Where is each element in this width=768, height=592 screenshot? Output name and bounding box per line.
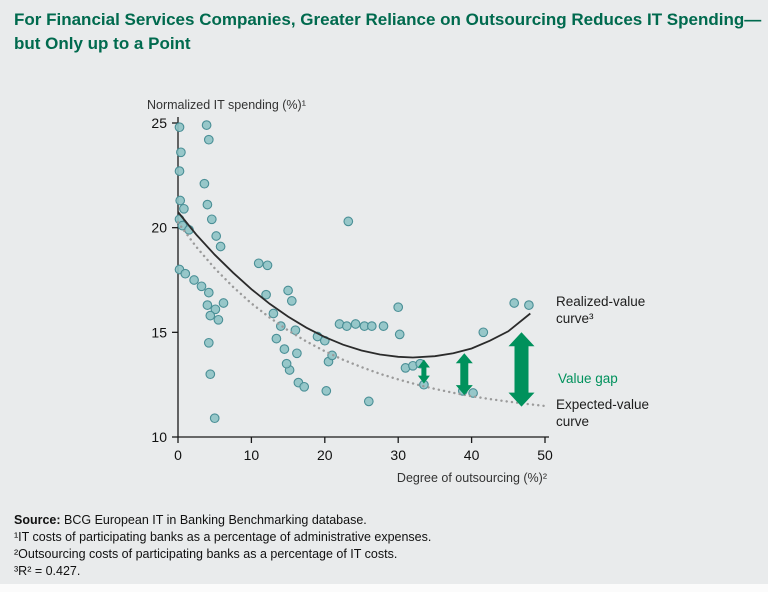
source-label: Source: (14, 513, 61, 527)
scatter-point (268, 308, 279, 319)
scatter-point (281, 358, 292, 369)
scatter-point (202, 199, 213, 210)
scatter-point (211, 231, 222, 241)
value-gap-arrow (417, 359, 430, 384)
scatter-point (206, 214, 217, 225)
y-axis-title: Normalized IT spending (%)¹ (147, 98, 306, 112)
x-tick-label: 30 (390, 447, 406, 463)
footnote-3: ³R² = 0.427. (14, 564, 81, 578)
scatter-point (350, 319, 361, 329)
scatter-point (363, 396, 374, 407)
exhibit-title: For Financial Services Companies, Greate… (14, 10, 762, 53)
realized-value-curve (177, 211, 531, 359)
scatter-point (189, 275, 199, 285)
x-tick-label: 20 (317, 447, 333, 463)
expected-value-curve (176, 221, 547, 408)
scatter-point (203, 287, 214, 298)
realized-curve-label: Realized-value curve³ (556, 294, 646, 326)
footer: Source: BCG European IT in Banking Bench… (14, 512, 431, 580)
x-tick-label: 50 (537, 447, 553, 463)
scatter-point (176, 147, 186, 158)
value-gap-arrow (455, 353, 473, 396)
scatter-point (343, 216, 354, 227)
y-tick-label: 25 (151, 115, 167, 131)
expected-curve-label: Expected-value curve (556, 397, 650, 429)
scatter-point (253, 258, 264, 269)
scatter-point (509, 298, 520, 308)
x-tick-label: 10 (244, 447, 260, 463)
scatter-point (205, 369, 216, 380)
scatter-point (378, 321, 389, 331)
scatter-point (292, 348, 302, 359)
scatter-point (283, 285, 293, 296)
scatter-point (478, 327, 489, 338)
scatter-point (341, 321, 352, 331)
scatter-point (271, 333, 282, 344)
value-gap-label: Value gap (558, 371, 618, 386)
x-tick-label: 40 (464, 447, 480, 463)
scatter-point (213, 314, 224, 325)
x-axis-title: Degree of outsourcing (%)² (396, 471, 547, 485)
scatter-point (215, 241, 226, 252)
scatter-point (205, 310, 216, 321)
scatter-point (279, 344, 290, 354)
scatter-point (262, 260, 273, 271)
footnote-2: ²Outsourcing costs of participating bank… (14, 547, 398, 561)
scatter-point (174, 166, 185, 176)
scatter-point (321, 386, 332, 396)
scatter-point (180, 268, 191, 279)
scatter-point (394, 329, 405, 340)
scatter-point (179, 203, 189, 214)
x-tick-label: 0 (174, 447, 182, 463)
y-tick-label: 10 (151, 429, 167, 445)
scatter-point (366, 321, 377, 331)
scatter-point (299, 381, 310, 392)
scatter-point (201, 120, 212, 130)
scatter-point (393, 302, 404, 313)
scatter-point (261, 289, 271, 300)
scatter-point (286, 296, 297, 306)
scatter-point (210, 304, 221, 315)
scatter-point (209, 413, 220, 424)
scatter-point (175, 195, 186, 206)
bottom-margin-strip (0, 584, 768, 592)
scatter-point (174, 122, 185, 133)
scatter-point (202, 300, 213, 310)
source-line: Source: BCG European IT in Banking Bench… (14, 512, 431, 529)
scatter-point (199, 178, 210, 189)
value-gap-arrow (508, 332, 535, 407)
scatter-point (203, 134, 214, 145)
scatter-point (203, 337, 214, 348)
scatter-point (196, 281, 207, 292)
source-text: BCG European IT in Banking Benchmarking … (60, 513, 367, 527)
scatter-point (218, 298, 229, 308)
scatter-point (524, 300, 534, 310)
y-tick-label: 15 (151, 324, 167, 340)
scatter-point (290, 325, 301, 336)
footnote-1: ¹IT costs of participating banks as a pe… (14, 530, 432, 544)
y-tick-label: 20 (151, 220, 167, 236)
